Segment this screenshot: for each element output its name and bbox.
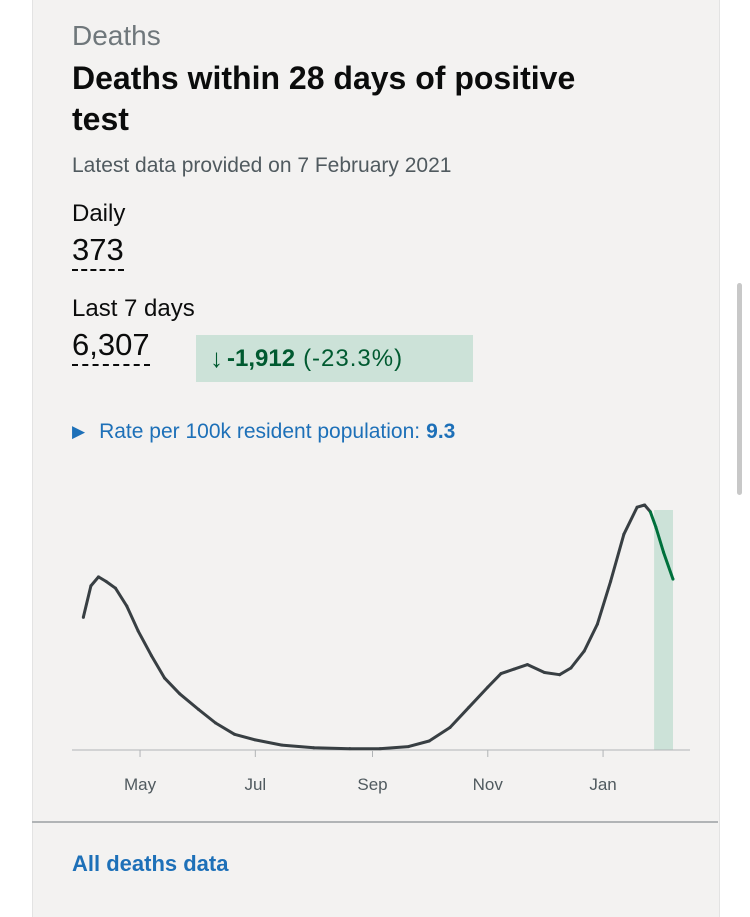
data-point	[427, 739, 431, 743]
data-point	[499, 672, 503, 676]
rate-value: 9.3	[426, 420, 456, 443]
card-title: Deaths within 28 days of positive test	[72, 60, 576, 137]
data-point	[569, 666, 573, 670]
data-point	[635, 505, 639, 509]
data-point	[662, 550, 666, 554]
recent-series-line	[648, 511, 675, 580]
down-arrow-icon: ↓	[210, 343, 223, 373]
data-point	[253, 738, 257, 742]
data-point	[104, 579, 108, 583]
data-point	[558, 673, 562, 677]
rate-label: Rate per 100k resident population:	[99, 420, 421, 443]
card	[32, 0, 720, 917]
recent-period-highlight	[654, 510, 673, 750]
x-tick-label: Jul	[244, 775, 266, 794]
data-point	[312, 746, 316, 750]
data-point	[214, 721, 218, 725]
scrollbar[interactable]	[737, 283, 742, 495]
data-point	[406, 745, 410, 749]
data-point	[113, 586, 117, 590]
data-point	[582, 649, 586, 653]
change-percent: (-23.3%)	[303, 344, 404, 372]
data-point	[512, 667, 516, 671]
week-value[interactable]: 6,307	[72, 328, 150, 366]
latest-data-text: Latest data provided on 7 February 2021	[72, 154, 452, 177]
data-point	[622, 532, 626, 536]
data-point	[136, 629, 140, 633]
data-point	[671, 577, 675, 581]
x-tick-label: May	[124, 775, 157, 794]
data-point	[197, 708, 201, 712]
data-point	[96, 575, 100, 579]
data-point	[648, 510, 652, 514]
data-point	[378, 747, 382, 751]
data-point	[81, 615, 85, 619]
data-point	[178, 692, 182, 696]
rate-toggle[interactable]: ▶ Rate per 100k resident population: 9.3	[72, 420, 455, 444]
data-point	[348, 747, 352, 751]
data-point	[467, 705, 471, 709]
data-point	[542, 670, 546, 674]
data-point	[233, 732, 237, 736]
data-point	[280, 743, 284, 747]
triangle-right-icon: ▶	[72, 422, 86, 441]
series-line	[81, 503, 652, 751]
change-value: -1,912	[227, 344, 296, 372]
data-point	[654, 525, 658, 529]
data-point	[149, 654, 153, 658]
x-tick-label: Nov	[473, 775, 504, 794]
data-point	[125, 604, 129, 608]
data-point	[595, 622, 599, 626]
x-tick-label: Sep	[357, 775, 387, 794]
change-badge: ↓ -1,912 (-23.3%)	[196, 335, 473, 382]
week-label: Last 7 days	[72, 295, 195, 322]
card-caption: Deaths	[72, 20, 161, 51]
data-point	[643, 503, 647, 507]
all-deaths-link[interactable]: All deaths data	[72, 851, 229, 876]
daily-value[interactable]: 373	[72, 233, 124, 271]
data-point	[448, 726, 452, 730]
data-point	[609, 579, 613, 583]
data-point	[163, 676, 167, 680]
data-point	[89, 584, 93, 588]
x-tick-label: Jan	[589, 775, 616, 794]
data-point	[525, 663, 529, 667]
daily-label: Daily	[72, 200, 126, 227]
data-point	[486, 685, 490, 689]
divider	[32, 821, 718, 823]
